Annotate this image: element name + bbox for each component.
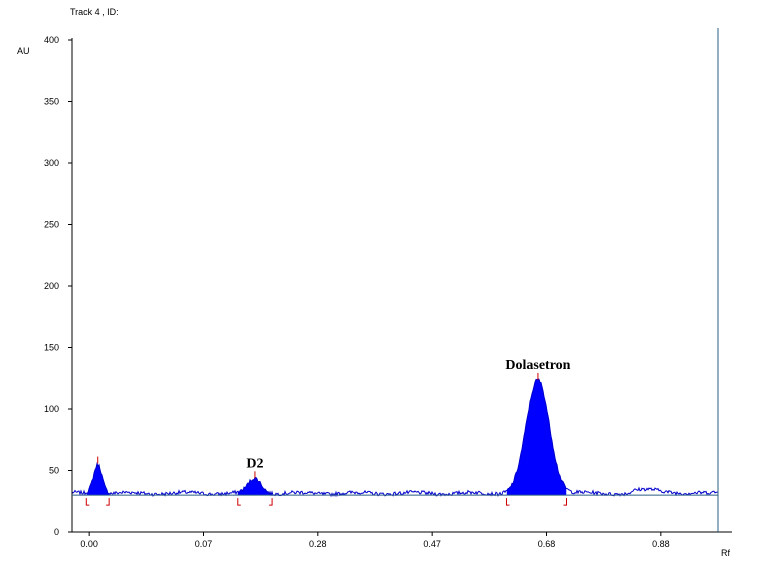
peak-boundary-marker	[563, 498, 568, 506]
peak-area	[506, 378, 567, 496]
peak-markers	[85, 372, 568, 506]
peak-label: D2	[246, 456, 263, 471]
x-tick-label: 0.88	[652, 539, 670, 549]
y-axis-ticks: 0 50 100 150 200 250 300 350 400	[44, 35, 72, 537]
x-axis-ticks: 0.00 0.07 0.28 0.47 0.68 0.88	[80, 532, 670, 549]
signal-line	[71, 378, 719, 498]
peak-boundary-marker	[269, 498, 273, 506]
y-tick-label: 50	[49, 466, 59, 476]
y-tick-label: 350	[44, 97, 59, 107]
x-tick-label: 0.68	[538, 539, 556, 549]
peak-boundary-marker	[505, 498, 510, 506]
y-tick-label: 100	[44, 404, 59, 414]
y-tick-label: 250	[44, 220, 59, 230]
peak-boundary-marker	[85, 498, 90, 506]
y-tick-label: 200	[44, 281, 59, 291]
peak-boundary-marker	[237, 498, 241, 506]
y-tick-label: 300	[44, 158, 59, 168]
x-tick-label: 0.00	[80, 539, 98, 549]
x-tick-label: 0.07	[195, 539, 213, 549]
chart-title: Track 4 , ID:	[70, 7, 119, 17]
y-tick-label: 150	[44, 343, 59, 353]
peak-label: Dolasetron	[505, 358, 570, 373]
x-tick-label: 0.28	[309, 539, 327, 549]
y-tick-label: 400	[44, 35, 59, 45]
x-axis-label: Rf	[721, 548, 730, 558]
peak-boundary-marker	[106, 498, 110, 506]
peak-area	[86, 462, 110, 496]
peak-areas	[86, 378, 567, 496]
peak-labels: D2 Dolasetron	[246, 358, 570, 471]
signal-trace	[71, 378, 719, 498]
x-tick-label: 0.47	[423, 539, 441, 549]
axes	[71, 28, 732, 533]
y-tick-label: 0	[54, 527, 59, 537]
y-axis-label: AU	[17, 46, 30, 56]
